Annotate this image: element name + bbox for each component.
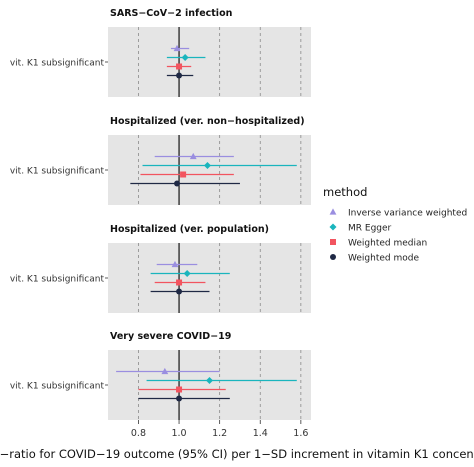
panel-background [108,135,311,205]
point-estimate [161,367,169,375]
legend-title: method [323,185,367,199]
x-tick-label: 1.2 [212,428,227,439]
row-label: vit. K1 subsignificant [10,382,105,392]
point-estimate [171,260,179,268]
panel-background [108,243,311,313]
panels-group: SARS−CoV−2 infection vit. K1 subsignifica… [10,8,311,420]
panel-3: Hospitalized (ver. population) vit. K1 su… [10,224,311,313]
x-axis-label: odds−ratio for COVID−19 outcome (95% CI)… [0,447,474,461]
point-estimate [181,54,189,61]
point-estimate [176,72,183,79]
panel-1: SARS−CoV−2 infection vit. K1 subsignifica… [10,8,311,97]
legend-label: MR Egger [348,224,392,234]
point-estimate [180,171,187,178]
legend-marker [329,223,337,231]
legend-marker [330,239,336,245]
legend-label: Weighted mode [348,254,419,264]
panel-title: Hospitalized (ver. population) [110,224,269,235]
x-tick-label: 0.8 [131,428,146,439]
panel-title: SARS−CoV−2 infection [110,8,233,19]
legend-marker [329,208,337,215]
legend-marker [330,254,336,260]
point-estimate [176,386,183,393]
panel-2: Hospitalized (ver. non−hospitalized) vit.… [10,116,311,205]
point-estimate [174,180,181,187]
panel-title: Very severe COVID−19 [110,331,231,342]
legend: method Inverse variance weighted MR Egger W… [323,185,467,264]
point-estimate [176,279,183,286]
point-estimate [173,44,181,52]
panel-background [108,350,311,420]
point-estimate [189,152,197,160]
x-tick-label: 1.0 [171,428,186,439]
x-tick-label: 1.6 [293,428,308,439]
panel-background [108,27,311,97]
point-estimate [203,162,211,169]
legend-label: Weighted median [348,239,427,249]
row-label: vit. K1 subsignificant [10,275,105,285]
x-axis: 0.8 1.0 1.2 1.4 1.6 [131,420,308,439]
point-estimate [176,395,183,402]
panel-title: Hospitalized (ver. non−hospitalized) [110,116,305,127]
panel-4: Very severe COVID−19 vit. K1 subsignifica… [10,331,311,420]
row-label: vit. K1 subsignificant [10,167,105,177]
point-estimate [176,288,183,295]
row-label: vit. K1 subsignificant [10,59,105,69]
x-tick-label: 1.4 [253,428,268,439]
point-estimate [176,63,183,70]
point-estimate [206,377,213,384]
legend-label: Inverse variance weighted [348,209,467,219]
point-estimate [183,270,191,277]
